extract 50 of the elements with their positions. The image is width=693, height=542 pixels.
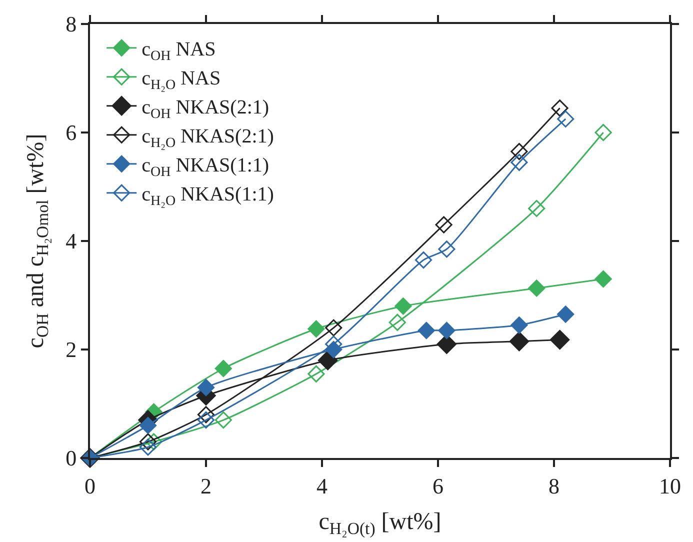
point bbox=[510, 316, 528, 334]
x-tick-label: 2 bbox=[200, 473, 212, 498]
point bbox=[435, 216, 452, 234]
point bbox=[197, 406, 215, 424]
point bbox=[325, 319, 342, 336]
point bbox=[557, 110, 574, 128]
x-tick-label: 10 bbox=[659, 473, 681, 498]
point bbox=[139, 433, 157, 450]
point bbox=[214, 360, 232, 378]
point bbox=[318, 350, 338, 370]
point bbox=[139, 416, 157, 434]
legend-label: c$_{OH}$ NKAS(2:1) bbox=[142, 96, 270, 122]
point bbox=[557, 306, 574, 323]
point bbox=[197, 411, 215, 429]
y-tick-label: 6 bbox=[66, 120, 77, 146]
point bbox=[418, 322, 435, 340]
legend-label: c$_{OH}$ NAS bbox=[142, 38, 216, 64]
point bbox=[394, 298, 412, 315]
point bbox=[197, 378, 215, 396]
x-tick-label: 8 bbox=[548, 473, 560, 498]
point bbox=[528, 280, 546, 297]
point bbox=[594, 124, 612, 142]
point bbox=[308, 320, 325, 338]
point bbox=[510, 142, 528, 160]
legend-label: c$_{OH}$ NKAS(1:1) bbox=[142, 154, 270, 180]
legend-label: c$_{H₂O}$ NKAS(1:1) bbox=[142, 184, 274, 209]
point bbox=[438, 240, 456, 258]
point bbox=[414, 251, 432, 269]
point bbox=[438, 322, 456, 340]
x-tick-label: 4 bbox=[316, 473, 328, 498]
point bbox=[388, 314, 406, 331]
point bbox=[214, 411, 232, 429]
legend-label: c$_{H₂O}$ NKAS(2:1) bbox=[142, 126, 274, 151]
point bbox=[308, 365, 325, 382]
x-tick-label: 0 bbox=[84, 473, 96, 498]
point bbox=[509, 332, 530, 352]
point bbox=[550, 330, 570, 350]
legend-label: c$_{H₂O}$ NAS bbox=[142, 68, 221, 93]
point bbox=[594, 270, 612, 288]
point bbox=[510, 154, 528, 171]
y-tick-label: 4 bbox=[66, 228, 77, 254]
x-axis-title: c$_{H₂O(t)}$ [wt%] bbox=[318, 509, 442, 538]
point bbox=[528, 200, 546, 217]
x-tick-label: 6 bbox=[432, 473, 444, 498]
point bbox=[139, 438, 157, 456]
y-tick-label: 0 bbox=[66, 446, 77, 471]
point bbox=[145, 433, 162, 450]
y-tick-label: 8 bbox=[66, 12, 77, 37]
y-tick-label: 2 bbox=[66, 337, 77, 362]
point bbox=[551, 100, 568, 117]
